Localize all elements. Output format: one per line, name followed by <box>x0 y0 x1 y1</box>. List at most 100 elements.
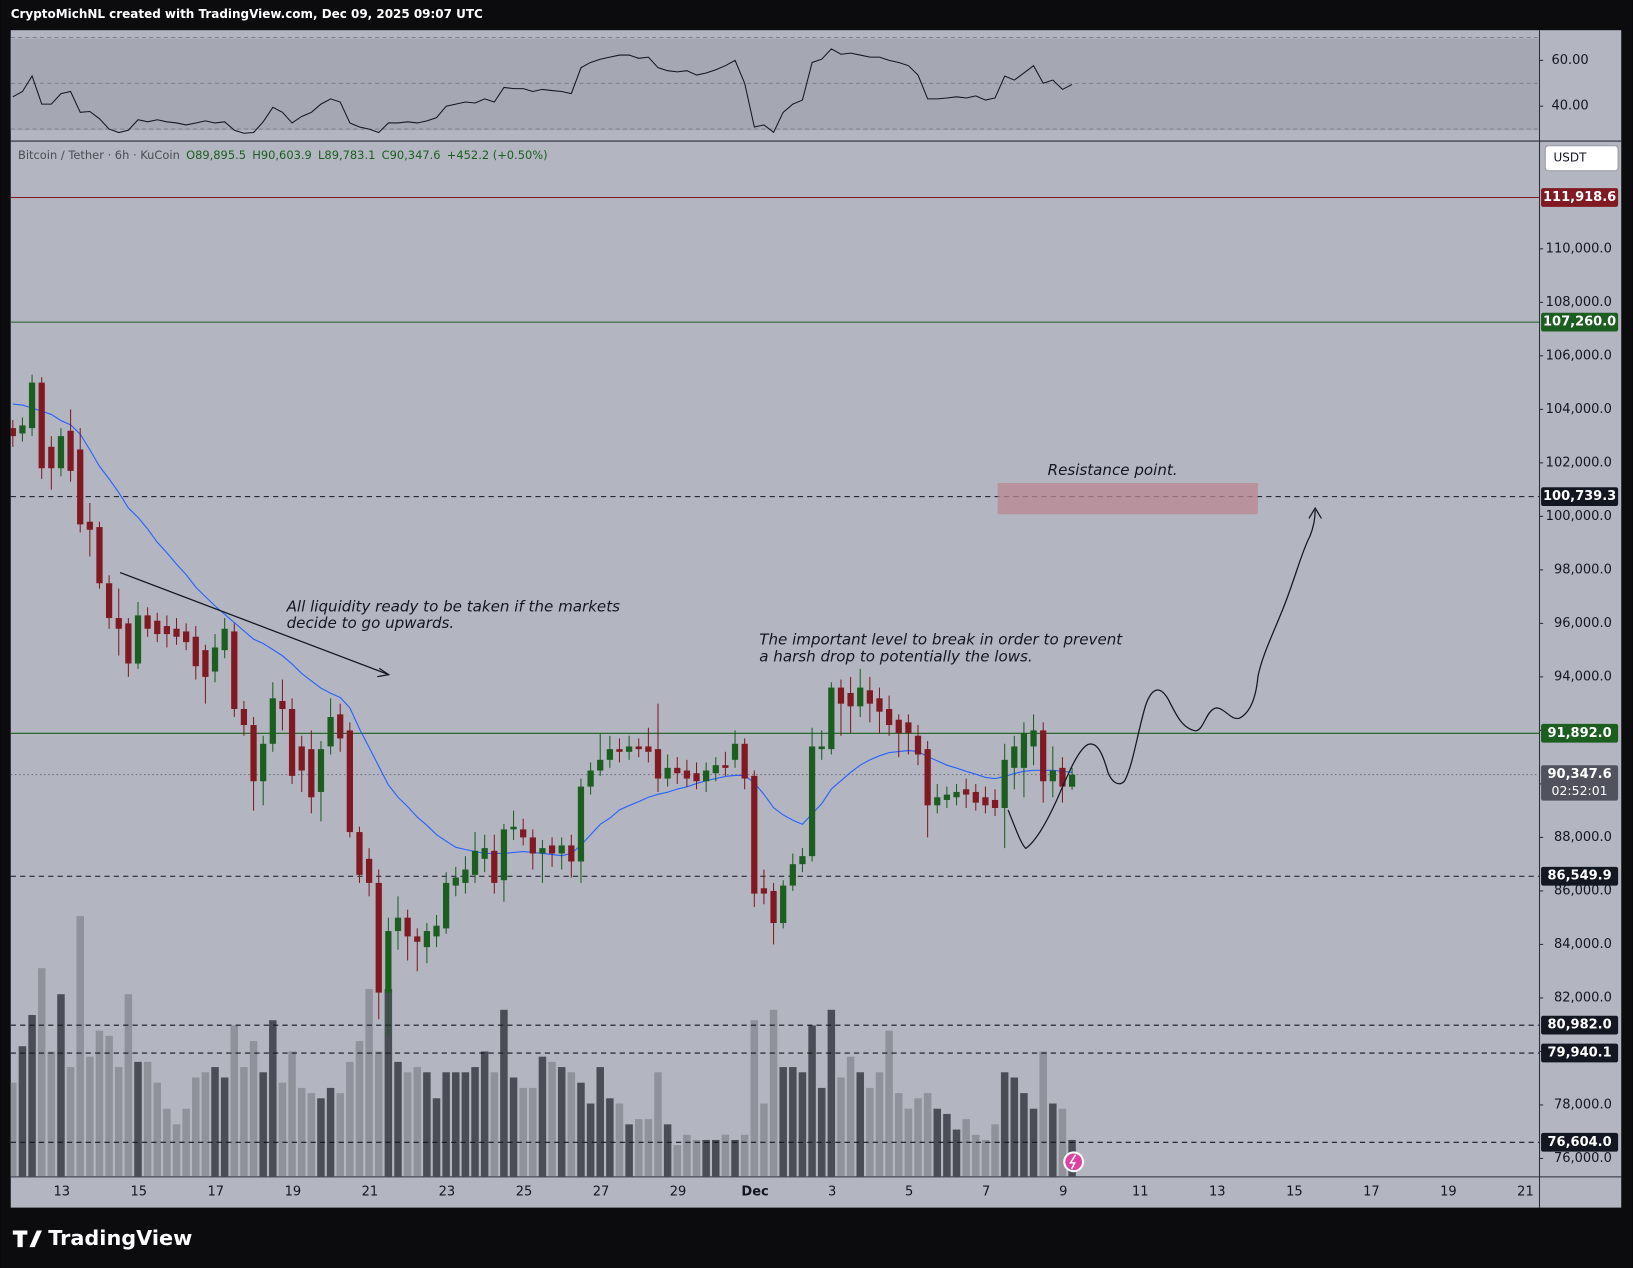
candle-body <box>10 428 16 437</box>
volume-bar <box>86 1056 94 1177</box>
candle-body <box>731 743 739 760</box>
volume-bar <box>423 1072 431 1177</box>
candle-body <box>115 618 122 629</box>
y-tick-label: 78,000.0 <box>1554 1097 1612 1112</box>
volume-bar <box>163 1108 171 1177</box>
candle-body <box>173 628 180 637</box>
x-tick-label: 5 <box>905 1185 913 1200</box>
footer-brand: TradingView <box>48 1226 192 1250</box>
candle-body <box>500 829 508 881</box>
candle-body <box>914 735 922 755</box>
volume-bar <box>1020 1093 1028 1177</box>
x-tick-label: 13 <box>53 1185 70 1200</box>
candle-body <box>770 890 777 924</box>
legend-high: H90,603.9 <box>252 148 312 162</box>
volume-bar <box>452 1072 460 1177</box>
volume-bar <box>114 1067 123 1177</box>
candle-body <box>134 615 142 664</box>
volume-bar <box>538 1056 547 1177</box>
candle-body <box>895 719 902 734</box>
x-tick-label: 13 <box>1209 1185 1226 1200</box>
header: CryptoMichNL created with TradingView.co… <box>11 7 483 21</box>
volume-bar <box>288 1051 296 1177</box>
volume-bar <box>567 1072 576 1177</box>
candle-body <box>269 698 276 744</box>
price-level-label: 90,347.6 <box>1548 767 1612 782</box>
price-level-box <box>1541 487 1619 506</box>
candle-body <box>751 775 758 894</box>
volume-bar <box>615 1103 624 1177</box>
volume-bar <box>914 1098 922 1177</box>
candle-body <box>712 765 719 774</box>
volume-bar <box>1039 1051 1047 1177</box>
volume-bar <box>972 1134 980 1177</box>
candle-body <box>211 647 219 672</box>
candle-body <box>741 743 748 779</box>
volume-bar <box>779 1067 787 1177</box>
candle-body <box>163 626 171 635</box>
legend-low: L89,783.1 <box>318 148 375 162</box>
volume-bar <box>663 1124 672 1177</box>
volume-bar <box>837 1077 845 1177</box>
candle-body <box>105 583 113 619</box>
candle-body <box>654 749 662 779</box>
candle-body <box>885 709 893 726</box>
candle-body <box>548 845 556 854</box>
volume-bar <box>249 1041 258 1177</box>
y-tick-label: 84,000.0 <box>1554 937 1612 952</box>
currency-button[interactable] <box>1544 145 1619 172</box>
volume-bar <box>644 1119 653 1177</box>
price-level-box <box>1541 1043 1619 1063</box>
candle-body <box>183 631 190 643</box>
candle-body <box>28 382 36 429</box>
y-tick-label: 86,000.0 <box>1554 883 1612 898</box>
alert-icon-bolt <box>1069 1154 1077 1170</box>
candle-body <box>1059 767 1066 787</box>
candle-body <box>953 791 960 798</box>
candle-body <box>365 858 373 883</box>
volume-bar <box>740 1134 749 1177</box>
candle-body <box>510 826 517 830</box>
candle-body <box>972 791 979 803</box>
x-tick-label: 3 <box>828 1185 836 1200</box>
candle-body <box>857 687 864 707</box>
price-level-box <box>1541 723 1619 743</box>
volume-bar <box>991 1124 999 1177</box>
candle-body <box>635 746 642 750</box>
volume-bar <box>702 1139 710 1177</box>
candle-body <box>558 845 565 854</box>
volume-bar <box>519 1087 527 1177</box>
volume-bar <box>808 1025 816 1177</box>
y-tick-label: 104,000.0 <box>1546 402 1612 417</box>
projection-arrow-head <box>1308 506 1322 519</box>
volume-bar <box>500 1009 508 1177</box>
candle-body <box>19 425 26 434</box>
candle-body <box>1068 774 1076 787</box>
volume-bar <box>269 1020 277 1177</box>
volume-bar <box>846 1056 855 1177</box>
volume-bar <box>28 1015 36 1177</box>
price-level-label: 111,918.6 <box>1543 190 1616 205</box>
rsi-tick-label: 60.00 <box>1551 53 1588 68</box>
price-level-label: 80,982.0 <box>1548 1018 1612 1033</box>
alert-icon[interactable] <box>1063 1151 1085 1173</box>
candle-body <box>250 725 257 782</box>
candle-body <box>1049 770 1056 782</box>
candle-body <box>693 773 700 782</box>
price-level-label: 79,940.1 <box>1548 1046 1612 1061</box>
candle-body <box>346 730 353 833</box>
volume-bar <box>172 1124 181 1177</box>
volume-bar <box>76 916 84 1177</box>
candle-body <box>1040 730 1047 782</box>
y-tick-label: 106,000.0 <box>1546 348 1612 363</box>
volume-bar <box>817 1087 826 1177</box>
candle-body <box>462 869 469 883</box>
volume-bar <box>124 994 133 1177</box>
candle-body <box>837 687 845 704</box>
volume-bar <box>355 1041 364 1177</box>
volume-bar <box>750 1020 759 1177</box>
candle-body <box>577 786 585 862</box>
volume-bar <box>384 988 393 1177</box>
x-tick-label: 17 <box>1363 1185 1380 1200</box>
legend-open: O89,895.5 <box>186 148 246 162</box>
